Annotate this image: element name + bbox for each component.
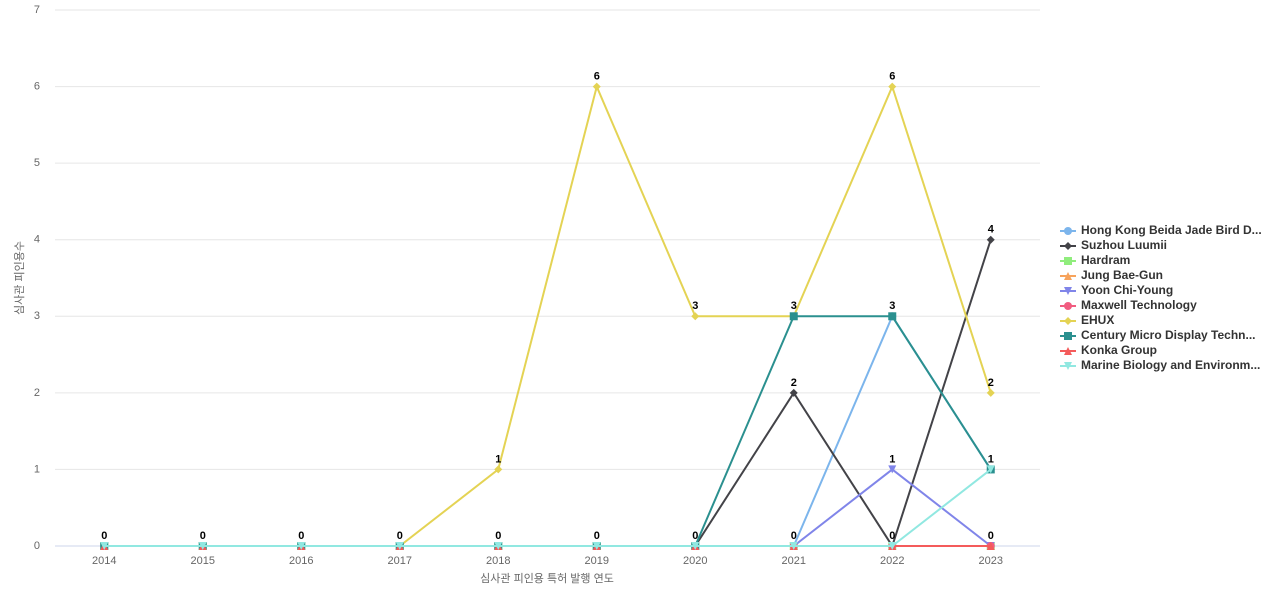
y-tick-label: 0 bbox=[34, 540, 40, 552]
data-point bbox=[395, 542, 404, 550]
legend-label: Hong Kong Beida Jade Bird D... bbox=[1081, 223, 1262, 237]
data-point bbox=[691, 312, 700, 321]
data-point bbox=[297, 542, 306, 550]
data-label: 0 bbox=[495, 530, 501, 542]
data-label: 1 bbox=[889, 453, 895, 465]
x-tick-label: 2022 bbox=[880, 555, 904, 567]
series-line bbox=[104, 315, 992, 547]
data-label: 0 bbox=[791, 530, 797, 542]
x-tick-label: 2020 bbox=[683, 555, 707, 567]
data-label: 2 bbox=[791, 377, 797, 389]
data-point bbox=[789, 388, 798, 397]
data-label: 3 bbox=[791, 300, 797, 312]
data-point bbox=[789, 312, 798, 321]
x-tick-label: 2019 bbox=[585, 555, 609, 567]
y-tick-label: 4 bbox=[34, 234, 40, 246]
data-point bbox=[494, 465, 503, 474]
data-label: 4 bbox=[988, 224, 995, 236]
series-line bbox=[104, 468, 992, 547]
data-point bbox=[888, 465, 897, 474]
x-tick-label: 2018 bbox=[486, 555, 510, 567]
legend-label: Jung Bae-Gun bbox=[1081, 268, 1163, 282]
data-label: 2 bbox=[988, 377, 994, 389]
y-tick-label: 5 bbox=[34, 157, 40, 169]
data-point bbox=[494, 542, 503, 550]
x-tick-label: 2017 bbox=[388, 555, 412, 567]
data-point bbox=[888, 542, 897, 550]
x-tick-label: 2016 bbox=[289, 555, 313, 567]
data-point bbox=[592, 82, 601, 91]
legend-marker bbox=[1064, 242, 1072, 250]
data-label: 6 bbox=[889, 70, 895, 82]
y-tick-label: 2 bbox=[34, 387, 40, 399]
y-tick-label: 1 bbox=[34, 463, 40, 475]
legend-marker bbox=[1064, 347, 1072, 355]
data-label: 6 bbox=[594, 70, 600, 82]
y-axis-title: 심사관 피인용수 bbox=[13, 241, 26, 315]
legend-marker bbox=[1064, 272, 1072, 280]
legend-marker bbox=[1064, 302, 1072, 310]
data-point bbox=[198, 542, 207, 550]
data-point bbox=[592, 542, 601, 550]
legend-label: Century Micro Display Techn... bbox=[1081, 328, 1255, 342]
legend-label: EHUX bbox=[1081, 313, 1114, 327]
x-tick-label: 2021 bbox=[782, 555, 806, 567]
legend-label: Yoon Chi-Young bbox=[1081, 283, 1173, 297]
series-line bbox=[104, 314, 992, 547]
data-point bbox=[691, 542, 700, 550]
data-label: 1 bbox=[495, 453, 501, 465]
data-label: 0 bbox=[988, 530, 994, 542]
data-point bbox=[888, 82, 897, 91]
x-tick-label: 2015 bbox=[191, 555, 215, 567]
x-tick-label: 2014 bbox=[92, 555, 116, 567]
data-point bbox=[986, 235, 995, 244]
legend-label: Hardram bbox=[1081, 253, 1130, 267]
data-point bbox=[789, 542, 798, 550]
data-label: 3 bbox=[889, 300, 895, 312]
legend-label: Marine Biology and Environm... bbox=[1081, 358, 1260, 372]
legend-label: Suzhou Luumii bbox=[1081, 238, 1167, 252]
legend-marker bbox=[1064, 362, 1072, 370]
legend-label: Maxwell Technology bbox=[1081, 298, 1197, 312]
data-point bbox=[888, 312, 897, 321]
data-label: 0 bbox=[889, 530, 895, 542]
data-point bbox=[100, 542, 109, 550]
data-point bbox=[986, 465, 995, 474]
legend-marker bbox=[1064, 257, 1072, 265]
data-point bbox=[986, 388, 995, 397]
data-label: 0 bbox=[101, 530, 107, 542]
y-tick-label: 6 bbox=[34, 80, 40, 92]
data-label: 0 bbox=[594, 530, 600, 542]
legend-marker bbox=[1064, 287, 1072, 295]
data-label: 1 bbox=[988, 453, 994, 465]
legend-marker bbox=[1064, 227, 1072, 235]
x-axis-title: 심사관 피인용 특허 발행 연도 bbox=[480, 572, 614, 585]
series-line bbox=[104, 468, 992, 547]
data-label: 0 bbox=[200, 530, 206, 542]
legend-label: Konka Group bbox=[1081, 343, 1157, 357]
y-tick-label: 3 bbox=[34, 310, 40, 322]
data-point bbox=[986, 542, 995, 550]
x-tick-label: 2023 bbox=[979, 555, 1003, 567]
legend-marker bbox=[1064, 332, 1072, 340]
legend-marker bbox=[1064, 317, 1072, 325]
y-tick-label: 7 bbox=[34, 4, 40, 16]
data-label: 3 bbox=[692, 300, 698, 312]
data-label: 0 bbox=[692, 530, 698, 542]
data-label: 0 bbox=[298, 530, 304, 542]
data-label: 0 bbox=[397, 530, 403, 542]
